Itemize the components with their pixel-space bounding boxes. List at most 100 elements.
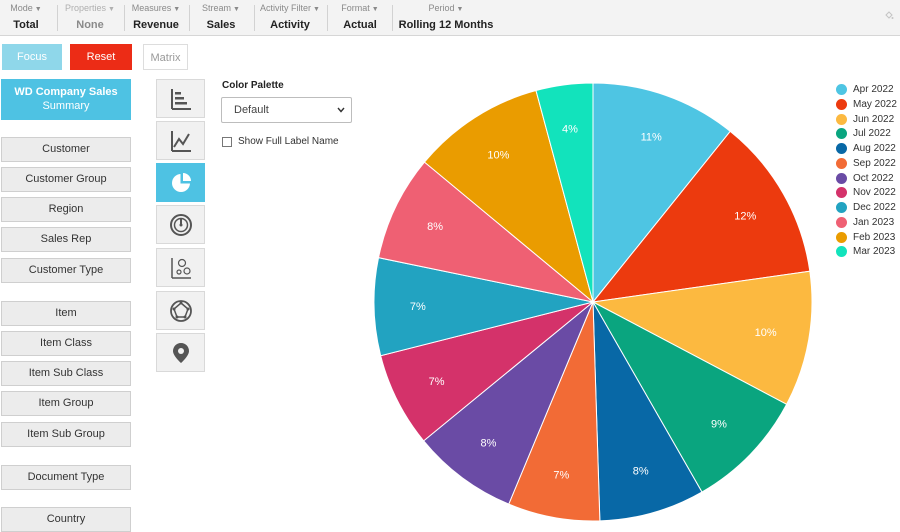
focus-button[interactable]: Focus bbox=[2, 44, 62, 70]
toolbar-menu-header: Format ▼ bbox=[310, 2, 410, 16]
pie-slice-feb-2023[interactable] bbox=[423, 89, 594, 304]
legend-item[interactable]: Oct 2022 bbox=[836, 172, 897, 188]
pie-slice-jan-2023[interactable] bbox=[377, 161, 594, 303]
dimension-customer-type-button[interactable]: Customer Type bbox=[1, 258, 131, 283]
legend-item[interactable]: Feb 2023 bbox=[836, 231, 897, 247]
show-full-label-checkbox[interactable] bbox=[222, 137, 232, 147]
caret-down-icon: ▼ bbox=[233, 6, 240, 13]
legend-item[interactable]: Jun 2022 bbox=[836, 113, 897, 129]
toolbar-mode-menu[interactable]: Mode ▼ Total bbox=[0, 2, 76, 34]
legend-item[interactable]: Nov 2022 bbox=[836, 187, 897, 202]
legend-label: Jun 2022 bbox=[853, 113, 895, 125]
toolbar-menu-header: Period ▼ bbox=[396, 2, 496, 16]
toolbar-menu-value: Total bbox=[13, 19, 39, 31]
dimension-item-sub-group-button[interactable]: Item Sub Group bbox=[1, 422, 131, 447]
chart-type-gauge-button[interactable] bbox=[156, 205, 205, 244]
legend-item[interactable]: Mar 2023 bbox=[836, 246, 897, 261]
legend-swatch bbox=[836, 172, 847, 184]
toolbar-menu-header: Measures ▼ bbox=[106, 2, 206, 16]
legend-swatch bbox=[836, 113, 847, 125]
pie-slice-jun-2022[interactable] bbox=[591, 270, 813, 405]
matrix-button[interactable]: Matrix bbox=[143, 44, 188, 70]
chart-legend: Apr 2022 May 2022 Jun 2022 Jul 2022 Aug 2022… bbox=[836, 84, 897, 261]
legend-swatch bbox=[836, 246, 847, 258]
toolbar-measures-menu[interactable]: Measures ▼ Revenue bbox=[106, 2, 206, 34]
toolbar-divider bbox=[57, 5, 58, 31]
pie-slice-dec-2022[interactable] bbox=[373, 257, 594, 357]
pie-slice-jul-2022[interactable] bbox=[591, 300, 788, 493]
toolbar-menu-header: Properties ▼ bbox=[40, 2, 140, 16]
caret-down-icon: ▼ bbox=[456, 6, 464, 13]
summary-subtitle: Summary bbox=[42, 100, 90, 112]
top-toolbar: Mode ▼ Total Properties ▼ None Measures ▼ Revenu… bbox=[0, 0, 900, 36]
dimension-item-button[interactable]: Item bbox=[1, 301, 131, 326]
dimension-item-group-button[interactable]: Item Group bbox=[1, 391, 131, 416]
chart-type-map-pin-button[interactable] bbox=[156, 333, 205, 372]
toolbar-divider bbox=[189, 5, 190, 31]
chart-type-line-chart-button[interactable] bbox=[156, 121, 205, 160]
dimension-sales-rep-button[interactable]: Sales Rep bbox=[1, 227, 131, 252]
color-palette-label: Color Palette bbox=[222, 80, 284, 91]
dimension-region-button[interactable]: Region bbox=[1, 197, 131, 222]
legend-item[interactable]: Apr 2022 bbox=[836, 84, 897, 99]
legend-label: Nov 2022 bbox=[853, 187, 896, 199]
chart-type-scatter-chart-button[interactable] bbox=[156, 248, 205, 287]
pie-slice-mar-2023[interactable] bbox=[535, 82, 594, 303]
scatter-chart-icon bbox=[171, 258, 191, 279]
legend-item[interactable]: Aug 2022 bbox=[836, 143, 897, 158]
toolbar-activity-filter-menu[interactable]: Activity Filter ▼ Activity bbox=[240, 2, 340, 34]
legend-label: Dec 2022 bbox=[853, 202, 896, 213]
toolbar-menu-value: Activity bbox=[270, 19, 310, 31]
color-palette-select[interactable]: Default bbox=[221, 97, 352, 123]
legend-item[interactable]: Jan 2023 bbox=[836, 216, 897, 232]
legend-swatch bbox=[836, 216, 847, 228]
map-pin-icon bbox=[173, 343, 189, 363]
legend-label: Oct 2022 bbox=[853, 172, 894, 184]
legend-item[interactable]: May 2022 bbox=[836, 98, 897, 114]
dimension-item-sub-class-button[interactable]: Item Sub Class bbox=[1, 361, 131, 386]
toolbar-menu-header: Mode ▼ bbox=[0, 2, 76, 16]
legend-item[interactable]: Dec 2022 bbox=[836, 202, 897, 217]
toolbar-period-menu[interactable]: Period ▼ Rolling 12 Months bbox=[396, 2, 496, 34]
toolbar-menu-value: Rolling 12 Months bbox=[398, 19, 494, 31]
legend-item[interactable]: Sep 2022 bbox=[836, 157, 897, 173]
pie-slice-aug-2022[interactable] bbox=[592, 301, 703, 522]
dimension-customer-group-button[interactable]: Customer Group bbox=[1, 167, 131, 192]
legend-item[interactable]: Jul 2022 bbox=[836, 128, 897, 143]
legend-swatch bbox=[836, 187, 847, 199]
legend-swatch bbox=[836, 128, 847, 140]
legend-swatch bbox=[836, 157, 847, 169]
legend-label: Apr 2022 bbox=[853, 84, 894, 95]
dimension-customer-button[interactable]: Customer bbox=[1, 137, 131, 162]
chart-type-bar-chart-button[interactable] bbox=[156, 79, 205, 118]
toolbar-stream-menu[interactable]: Stream ▼ Sales bbox=[171, 2, 271, 34]
chart-type-pie-chart-button[interactable] bbox=[156, 163, 205, 202]
legend-label: Mar 2023 bbox=[853, 246, 896, 258]
pie-slice-may-2022[interactable] bbox=[591, 130, 811, 303]
toolbar-properties-menu[interactable]: Properties ▼ None bbox=[40, 2, 140, 34]
pie-slice-oct-2022[interactable] bbox=[422, 301, 594, 505]
caret-down-icon: ▼ bbox=[173, 6, 181, 13]
toolbar-menu-label: Activity Filter bbox=[260, 3, 312, 13]
summary-button[interactable]: WD Company Sales Summary bbox=[1, 79, 131, 120]
toolbar-menu-label: Stream bbox=[202, 3, 232, 13]
pie-slice-apr-2022[interactable] bbox=[592, 82, 731, 304]
legend-label: Feb 2023 bbox=[853, 231, 896, 243]
toolbar-menu-value: Revenue bbox=[133, 19, 179, 31]
dimension-document-type-button[interactable]: Document Type bbox=[1, 465, 131, 490]
paint-bucket-icon[interactable] bbox=[884, 10, 894, 20]
legend-swatch bbox=[836, 84, 847, 95]
caret-down-icon: ▼ bbox=[313, 6, 320, 13]
legend-label: Jan 2023 bbox=[853, 216, 895, 228]
toolbar-format-menu[interactable]: Format ▼ Actual bbox=[310, 2, 410, 34]
dimension-country-button[interactable]: Country bbox=[1, 507, 131, 532]
dimension-item-class-button[interactable]: Item Class bbox=[1, 331, 131, 356]
radar-chart-icon bbox=[170, 300, 192, 322]
caret-down-icon: ▼ bbox=[34, 6, 42, 13]
reset-button[interactable]: Reset bbox=[70, 44, 132, 70]
chevron-down-icon bbox=[337, 107, 345, 113]
caret-down-icon: ▼ bbox=[108, 6, 115, 13]
chart-type-radar-chart-button[interactable] bbox=[156, 291, 205, 330]
toolbar-divider bbox=[392, 5, 393, 31]
